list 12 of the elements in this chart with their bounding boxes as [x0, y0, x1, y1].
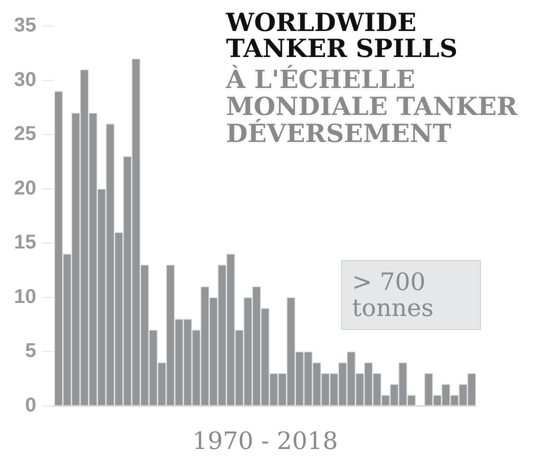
- y-tick-label: 15: [14, 232, 36, 254]
- annotation: > 700 tonnes: [341, 260, 481, 330]
- chart-title: WORLDWIDE TANKER SPILLS: [226, 8, 459, 63]
- text: À L'ÉCHELLE MONDIALE TANKER DÉVERSEMENT: [226, 65, 518, 148]
- y-tick-label: 20: [14, 177, 36, 200]
- y-tick-label: 25: [14, 123, 36, 146]
- y-tick-label: 0: [25, 394, 36, 416]
- y-tick-label: 35: [14, 14, 36, 37]
- y-tick-label: 5: [25, 340, 36, 362]
- y-tick-label: 30: [14, 68, 36, 91]
- x-axis-title: 1970 - 2018: [192, 426, 338, 455]
- y-tick-label: 10: [14, 286, 36, 308]
